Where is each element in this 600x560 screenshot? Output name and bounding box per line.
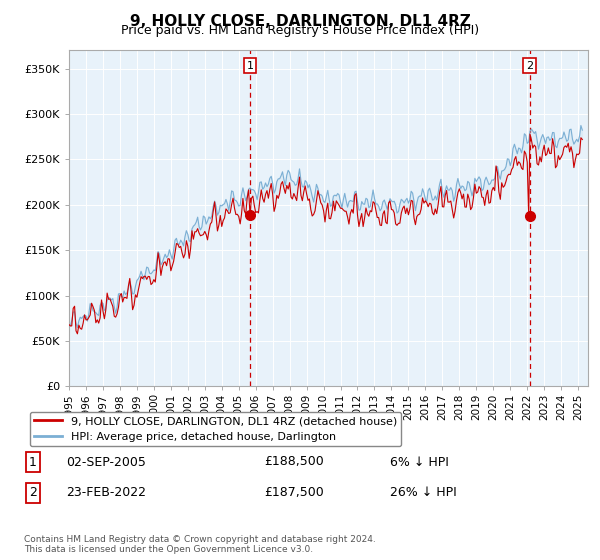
Text: 2: 2 <box>526 60 533 71</box>
Text: 9, HOLLY CLOSE, DARLINGTON, DL1 4RZ: 9, HOLLY CLOSE, DARLINGTON, DL1 4RZ <box>130 14 470 29</box>
Text: £187,500: £187,500 <box>264 486 324 500</box>
Legend: 9, HOLLY CLOSE, DARLINGTON, DL1 4RZ (detached house), HPI: Average price, detach: 9, HOLLY CLOSE, DARLINGTON, DL1 4RZ (det… <box>29 412 401 446</box>
Text: 1: 1 <box>29 455 37 469</box>
Text: Price paid vs. HM Land Registry's House Price Index (HPI): Price paid vs. HM Land Registry's House … <box>121 24 479 37</box>
Text: Contains HM Land Registry data © Crown copyright and database right 2024.
This d: Contains HM Land Registry data © Crown c… <box>24 535 376 554</box>
Text: 1: 1 <box>247 60 254 71</box>
Text: 02-SEP-2005: 02-SEP-2005 <box>66 455 146 469</box>
Text: 2: 2 <box>29 486 37 500</box>
Text: 26% ↓ HPI: 26% ↓ HPI <box>390 486 457 500</box>
Text: 23-FEB-2022: 23-FEB-2022 <box>66 486 146 500</box>
Text: 6% ↓ HPI: 6% ↓ HPI <box>390 455 449 469</box>
Text: £188,500: £188,500 <box>264 455 324 469</box>
